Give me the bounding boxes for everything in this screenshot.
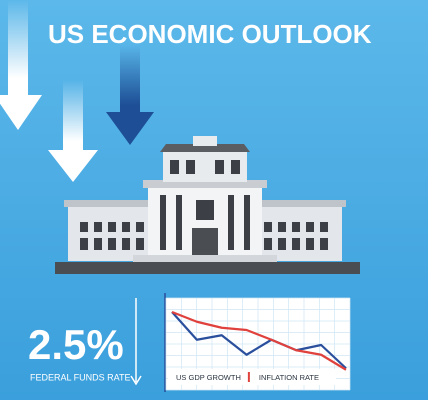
series-line	[171, 311, 347, 370]
axis-arrow-head	[130, 375, 142, 386]
legend-label: INFLATION RATE	[259, 373, 319, 382]
building	[55, 136, 360, 274]
legend-box	[168, 369, 336, 385]
down-arrow	[0, 0, 42, 130]
chart: US GDP GROWTH INFLATION RATE	[165, 297, 351, 391]
series-line	[171, 310, 347, 371]
stat-value: 2.5%	[28, 321, 124, 368]
legend-label: US GDP GROWTH	[176, 373, 241, 382]
down-arrow	[48, 80, 98, 182]
down-arrow	[106, 45, 154, 145]
title: US ECONOMIC OUTLOOK	[48, 19, 372, 49]
stat-label: FEDERAL FUNDS RATE	[30, 372, 131, 382]
